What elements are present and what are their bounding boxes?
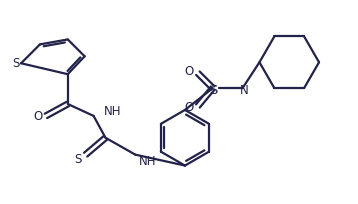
Text: S: S	[13, 57, 20, 70]
Text: S: S	[74, 153, 81, 166]
Text: NH: NH	[139, 155, 157, 168]
Text: O: O	[184, 65, 194, 78]
Text: N: N	[240, 84, 249, 96]
Text: S: S	[209, 84, 218, 96]
Text: O: O	[184, 101, 194, 114]
Text: O: O	[33, 110, 43, 123]
Text: NH: NH	[103, 105, 121, 119]
